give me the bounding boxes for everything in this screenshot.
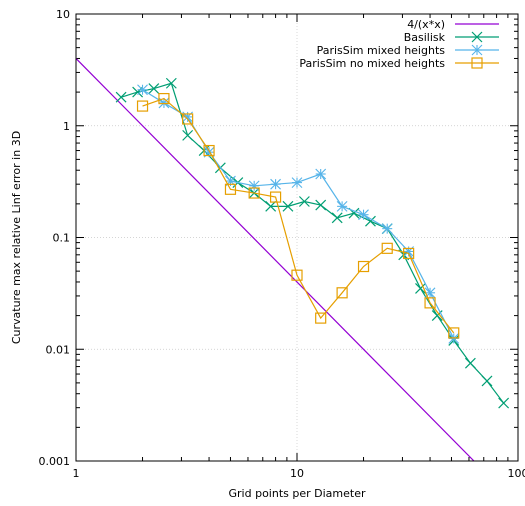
data-point bbox=[203, 144, 215, 157]
data-point bbox=[415, 283, 426, 294]
legend-item: ParisSim mixed heights bbox=[317, 44, 499, 57]
series-1 bbox=[76, 58, 475, 461]
series-line bbox=[142, 89, 455, 339]
data-point bbox=[291, 269, 303, 281]
data-point bbox=[315, 199, 327, 211]
data-point bbox=[158, 92, 170, 105]
series-line bbox=[76, 58, 475, 461]
data-point bbox=[403, 247, 415, 260]
data-point bbox=[291, 177, 303, 188]
data-point bbox=[336, 200, 348, 212]
data-point bbox=[315, 312, 327, 324]
data-point bbox=[148, 83, 160, 95]
data-point bbox=[331, 212, 343, 224]
data-point bbox=[315, 168, 327, 180]
x-axis-label: Grid points per Diameter bbox=[229, 487, 366, 500]
x-tick-label: 100 bbox=[508, 467, 525, 480]
data-point bbox=[448, 327, 460, 339]
legend-label: ParisSim no mixed heights bbox=[299, 57, 445, 70]
legend-marker bbox=[471, 44, 483, 56]
legend-item: 4/(x*x) bbox=[407, 18, 499, 31]
data-point bbox=[248, 187, 260, 199]
legend-item: Basilisk bbox=[404, 31, 499, 44]
y-tick-label: 0.001 bbox=[39, 455, 71, 468]
data-point bbox=[165, 77, 177, 89]
data-point bbox=[357, 260, 370, 273]
legend-item: ParisSim no mixed heights bbox=[299, 57, 499, 70]
data-point bbox=[358, 209, 369, 221]
data-point bbox=[481, 375, 493, 387]
plot-frame bbox=[75, 13, 519, 462]
y-tick-label: 10 bbox=[56, 8, 70, 21]
data-point bbox=[270, 178, 281, 190]
series-line bbox=[142, 97, 455, 334]
data-point bbox=[224, 183, 237, 195]
data-point bbox=[498, 397, 510, 409]
ticks: 1 10 100 0.001 0.01 0.1 1 10 bbox=[39, 8, 525, 480]
legend-marker bbox=[471, 57, 483, 69]
x-tick-label: 1 bbox=[73, 467, 80, 480]
series-line bbox=[120, 82, 505, 404]
data-point bbox=[136, 100, 149, 112]
legend-label: 4/(x*x) bbox=[407, 18, 445, 31]
x-tick-label: 10 bbox=[290, 467, 304, 480]
y-tick-label: 0.01 bbox=[46, 343, 71, 356]
series-layer bbox=[76, 58, 510, 461]
data-point bbox=[464, 357, 476, 369]
data-point bbox=[381, 223, 393, 235]
data-point bbox=[182, 129, 194, 141]
data-point bbox=[182, 113, 194, 125]
series-4 bbox=[136, 92, 460, 339]
series-2 bbox=[115, 77, 510, 409]
data-point bbox=[137, 84, 148, 96]
y-tick-label: 1 bbox=[63, 120, 70, 133]
grid bbox=[76, 14, 518, 461]
data-point bbox=[381, 242, 393, 254]
y-axis-label: Curvature max relative Linf error in 3D bbox=[10, 131, 23, 344]
data-point bbox=[115, 91, 127, 103]
data-point bbox=[269, 191, 282, 203]
legend-marker bbox=[471, 31, 483, 43]
data-point bbox=[265, 200, 277, 212]
data-point bbox=[282, 200, 294, 212]
data-point bbox=[298, 196, 310, 207]
data-point bbox=[336, 287, 348, 299]
data-point bbox=[424, 297, 436, 309]
data-point bbox=[248, 180, 260, 192]
y-tick-label: 0.1 bbox=[53, 232, 71, 245]
legend-label: Basilisk bbox=[404, 31, 446, 44]
legend-label: ParisSim mixed heights bbox=[317, 44, 446, 57]
